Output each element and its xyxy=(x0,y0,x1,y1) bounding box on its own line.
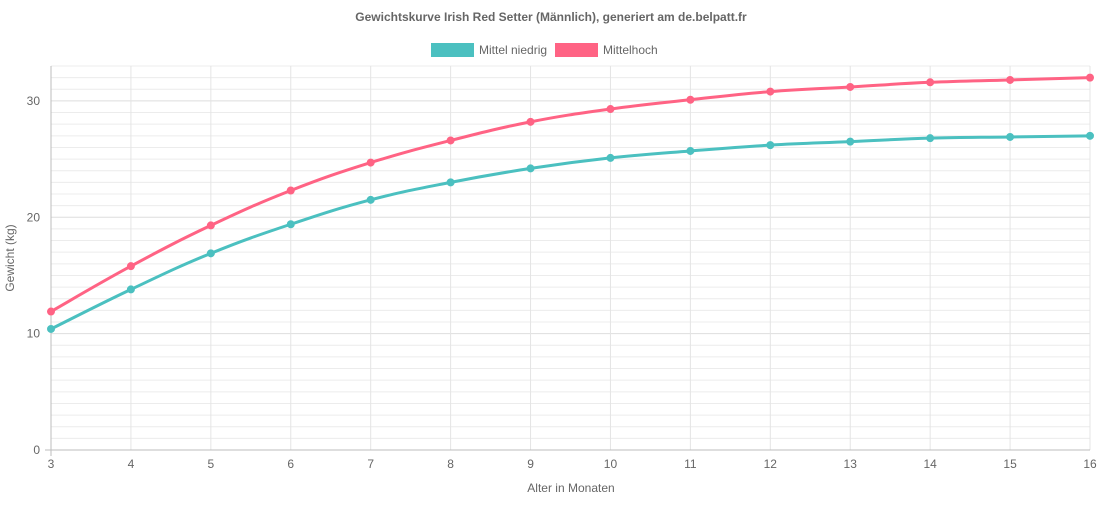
data-point-series-1 xyxy=(846,137,855,146)
data-point-series-2 xyxy=(47,307,55,316)
x-tick-label: 8 xyxy=(447,457,454,471)
legend-item-series-1[interactable]: Mittel niedrig xyxy=(431,43,547,57)
data-point-series-2 xyxy=(606,105,615,114)
x-tick-label: 11 xyxy=(684,457,697,471)
data-point-series-2 xyxy=(1006,75,1015,84)
y-tick-label: 10 xyxy=(27,327,41,341)
legend-label-series-2: Mittelhoch xyxy=(603,43,658,57)
data-point-series-1 xyxy=(126,285,135,294)
y-tick-label: 20 xyxy=(27,210,41,224)
series-layer xyxy=(47,73,1094,333)
y-axis-title: Gewicht (kg) xyxy=(3,224,17,291)
x-tick-label: 12 xyxy=(764,457,778,471)
y-tick-label: 0 xyxy=(33,443,40,457)
data-point-series-2 xyxy=(686,95,695,104)
x-tick-label: 15 xyxy=(1003,457,1017,471)
x-tick-label: 5 xyxy=(208,457,215,471)
legend: Mittel niedrig Mittelhoch xyxy=(431,43,658,57)
data-point-series-2 xyxy=(206,221,215,230)
data-point-series-1 xyxy=(1006,132,1015,141)
legend-swatch-series-2 xyxy=(555,43,598,57)
data-point-series-2 xyxy=(1086,73,1094,82)
data-point-series-1 xyxy=(47,324,55,333)
x-tick-label: 7 xyxy=(367,457,374,471)
data-point-series-2 xyxy=(846,82,855,91)
data-point-series-1 xyxy=(686,146,695,155)
data-point-series-2 xyxy=(526,117,535,126)
data-point-series-1 xyxy=(366,195,375,204)
data-point-series-1 xyxy=(606,153,615,162)
series-line-1 xyxy=(50,134,1091,331)
data-point-series-1 xyxy=(926,134,935,143)
x-tick-label: 9 xyxy=(527,457,534,471)
data-point-series-1 xyxy=(766,141,775,150)
y-tick-label: 30 xyxy=(27,94,41,108)
data-point-series-1 xyxy=(206,249,215,258)
data-point-series-2 xyxy=(766,87,775,96)
data-point-series-2 xyxy=(926,78,935,87)
data-point-series-2 xyxy=(446,136,455,145)
x-tick-label: 3 xyxy=(48,457,55,471)
x-tick-label: 16 xyxy=(1083,457,1097,471)
x-tick-label: 14 xyxy=(923,457,937,471)
legend-item-series-2[interactable]: Mittelhoch xyxy=(555,43,658,57)
data-point-series-2 xyxy=(126,262,135,271)
chart-title: Gewichtskurve Irish Red Setter (Männlich… xyxy=(355,10,747,24)
axes: 0 10 20 30 3 4 5 6 7 8 9 10 11 12 13 14 15 16 xyxy=(27,66,1097,471)
data-point-series-2 xyxy=(286,186,295,195)
data-point-series-1 xyxy=(1086,131,1094,140)
legend-swatch-series-1 xyxy=(431,43,474,57)
x-tick-label: 4 xyxy=(128,457,135,471)
data-point-series-2 xyxy=(366,158,375,167)
grid xyxy=(51,65,1091,450)
data-point-series-1 xyxy=(526,164,535,173)
data-point-series-1 xyxy=(446,178,455,187)
x-tick-label: 13 xyxy=(844,457,858,471)
data-point-series-1 xyxy=(286,220,295,229)
legend-label-series-1: Mittel niedrig xyxy=(479,43,547,57)
x-axis-title: Alter in Monaten xyxy=(527,481,614,495)
x-tick-label: 6 xyxy=(287,457,294,471)
x-tick-label: 10 xyxy=(604,457,618,471)
